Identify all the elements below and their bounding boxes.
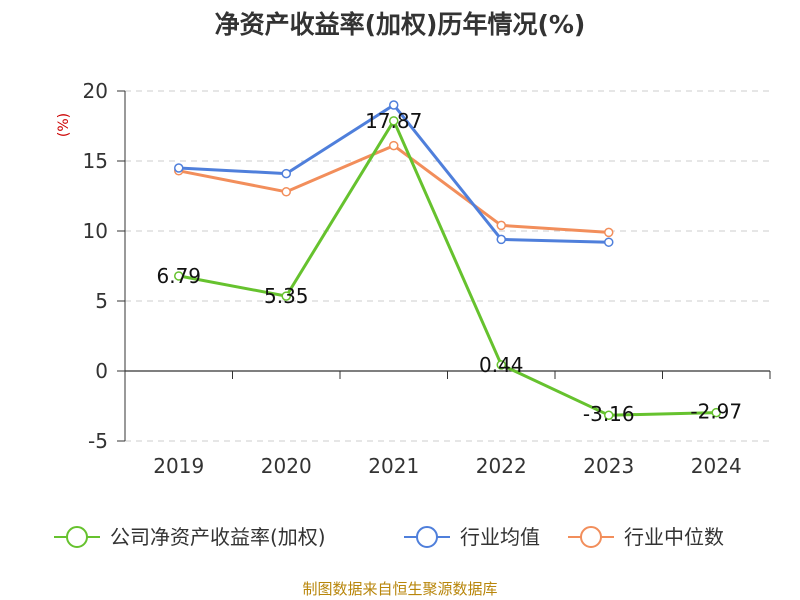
legend-label: 公司净资产收益率(加权): [110, 525, 326, 549]
data-point: [389, 116, 399, 126]
y-tick-label: 20: [83, 79, 108, 103]
data-point: [281, 291, 291, 301]
data-label: -3.16: [583, 402, 635, 426]
x-tick-label: 2021: [368, 454, 419, 478]
data-point: [174, 271, 184, 281]
source-note: 制图数据来自恒生聚源数据库: [302, 580, 497, 598]
data-label: 6.79: [156, 264, 201, 288]
series-line: [178, 119, 717, 417]
y-axis-label: (%): [56, 113, 72, 137]
series-group: [174, 100, 721, 420]
y-tick-label: -5: [88, 429, 108, 453]
data-point: [389, 140, 399, 151]
x-tick-label: 2020: [261, 454, 312, 478]
y-tick-label: 15: [83, 149, 108, 173]
data-label: 17.87: [365, 109, 422, 133]
data-point: [281, 168, 291, 179]
y-tick-label: 0: [95, 359, 108, 383]
x-tick-label: 2019: [153, 454, 204, 478]
data-point: [281, 187, 291, 197]
legend-marker-icon: [416, 526, 438, 548]
x-tick-label: 2023: [583, 454, 634, 478]
data-point: [604, 227, 614, 238]
data-label: 5.35: [264, 284, 309, 308]
data-point: [496, 234, 506, 245]
data-label: -2.97: [690, 400, 742, 424]
legend-marker-icon: [580, 526, 602, 548]
y-tick-label: 5: [95, 289, 108, 313]
x-tick-label: 2022: [476, 454, 527, 478]
data-point: [711, 407, 721, 418]
legend-label: 行业中位数: [624, 525, 724, 549]
axes: -5 0 5 10 15 20 2019 2020 2021 2022 2023 2024: [83, 79, 771, 478]
data-point: [496, 360, 506, 370]
data-label: 0.44: [479, 353, 524, 377]
legend-marker-icon: [66, 526, 88, 548]
data-point: [174, 163, 184, 173]
series-line: [178, 144, 609, 234]
x-tick-label: 2024: [691, 454, 742, 478]
data-point: [604, 237, 614, 247]
y-tick-label: 10: [83, 219, 108, 243]
grid-lines: [125, 90, 770, 442]
data-labels: 6.79 5.35 17.87 0.44 -3.16 -2.97: [156, 109, 742, 426]
chart-title: 净资产收益率(加权)历年情况(%): [215, 10, 586, 39]
legend: 公司净资产收益率(加权) 行业均值 行业中位数: [54, 525, 724, 549]
legend-label: 行业均值: [460, 525, 540, 549]
data-point: [496, 220, 506, 231]
data-point: [389, 100, 399, 110]
data-point: [604, 410, 614, 420]
